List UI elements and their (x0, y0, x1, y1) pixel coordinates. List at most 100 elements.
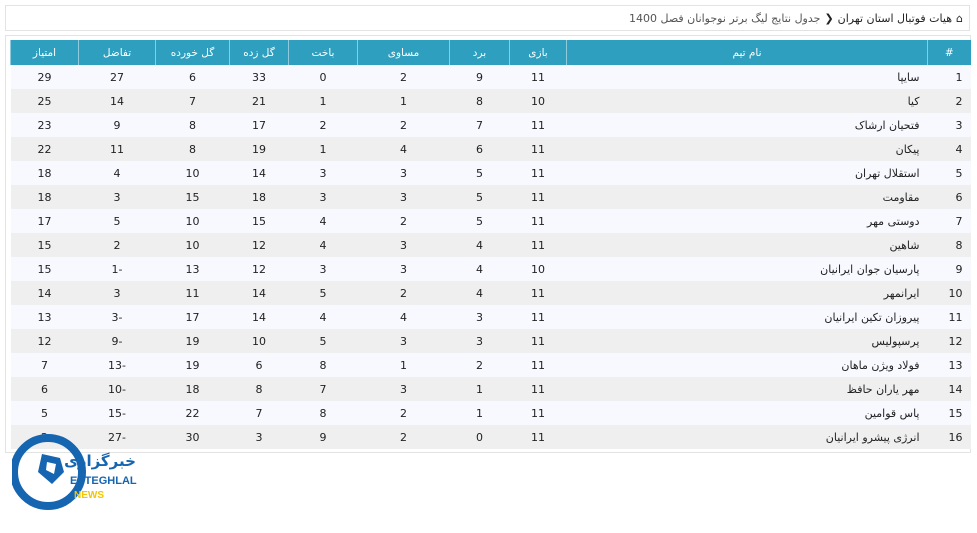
column-header[interactable]: گل زده (229, 40, 289, 65)
table-row: 10 ایرانمهر 11 4 2 5 14 11 3 14 (10, 281, 971, 305)
table-row: 1 سایپا 11 9 2 0 33 6 27 29 (10, 65, 971, 89)
team-name: فتحیان ارشاک (566, 113, 928, 137)
column-header[interactable]: نام تیم (566, 40, 928, 65)
table-cell: 12 (229, 257, 289, 281)
table-cell: 6 (927, 185, 971, 209)
table-cell: 3 (78, 281, 156, 305)
table-cell: 11 (509, 113, 567, 137)
table-cell: 5 (10, 401, 79, 425)
table-cell: 22 (155, 401, 230, 425)
table-row: 14 مهر یاران حافظ 11 1 3 7 8 18 -10 6 (10, 377, 971, 401)
table-cell: 14 (10, 281, 79, 305)
table-cell: 13 (155, 257, 230, 281)
column-header[interactable]: # (927, 40, 971, 65)
table-cell: 12 (10, 329, 79, 353)
table-cell: 4 (357, 137, 450, 161)
column-header[interactable]: تفاضل (78, 40, 156, 65)
table-cell: 3 (927, 113, 971, 137)
team-name: مقاومت (566, 185, 928, 209)
team-name: انرژی پیشرو ایرانیان (566, 425, 928, 449)
table-cell: 7 (155, 89, 230, 113)
table-cell: 6 (449, 137, 510, 161)
table-cell: 3 (449, 305, 510, 329)
table-cell: 8 (288, 401, 358, 425)
column-header[interactable]: امتیاز (10, 40, 79, 65)
table-cell: 1 (927, 65, 971, 89)
table-cell: 3 (357, 257, 450, 281)
table-cell: -3 (78, 305, 156, 329)
logo-text-fa: خبرگزاری (64, 452, 136, 470)
column-header[interactable]: باخت (288, 40, 358, 65)
table-cell: 7 (927, 209, 971, 233)
table-cell: 6 (155, 65, 230, 89)
table-cell: 1 (357, 353, 450, 377)
table-cell: 9 (927, 257, 971, 281)
column-header[interactable]: گل خورده (155, 40, 230, 65)
standings-table: # نام تیم بازی برد مساوی باخت گل زده گل خورده تف… (10, 40, 971, 449)
table-cell: 11 (509, 425, 567, 449)
table-cell: 19 (155, 329, 230, 353)
table-cell: 9 (449, 65, 510, 89)
table-cell: 2 (288, 113, 358, 137)
table-cell: 14 (78, 89, 156, 113)
column-header[interactable]: بازی (509, 40, 567, 65)
breadcrumb-home[interactable]: هیات فوتبال استان تهران (837, 11, 953, 25)
team-name: پیروزان تکین ایرانیان (566, 305, 928, 329)
table-cell: 3 (357, 233, 450, 257)
table-cell: 5 (449, 161, 510, 185)
table-cell: 1 (288, 137, 358, 161)
table-cell: 21 (229, 89, 289, 113)
table-cell: 11 (509, 233, 567, 257)
table-cell: 2 (927, 89, 971, 113)
table-cell: 3 (357, 161, 450, 185)
team-name: کیا (566, 89, 928, 113)
table-cell: 3 (357, 329, 450, 353)
column-header[interactable]: مساوی (357, 40, 450, 65)
table-cell: 22 (10, 137, 79, 161)
table-cell: 11 (509, 353, 567, 377)
team-name: فولاد ویژن ماهان (566, 353, 928, 377)
table-cell: 5 (449, 209, 510, 233)
table-cell: 15 (10, 257, 79, 281)
table-cell: 16 (927, 425, 971, 449)
table-cell: 3 (78, 185, 156, 209)
table-cell: 3 (288, 185, 358, 209)
table-cell: 2 (357, 425, 450, 449)
esteghlal-news-logo: خبرگزاری ESTEGHLAL NEWS (12, 434, 137, 510)
table-cell: 1 (449, 377, 510, 401)
table-row: 2 کیا 10 8 1 1 21 7 14 25 (10, 89, 971, 113)
table-cell: 13 (927, 353, 971, 377)
table-cell: 8 (288, 353, 358, 377)
table-cell: -15 (78, 401, 156, 425)
table-cell: 11 (509, 209, 567, 233)
table-cell: 5 (288, 281, 358, 305)
table-cell: 2 (78, 233, 156, 257)
table-row: 8 شاهین 11 4 3 4 12 10 2 15 (10, 233, 971, 257)
table-cell: 9 (78, 113, 156, 137)
table-cell: 3 (288, 161, 358, 185)
table-cell: -27 (78, 425, 156, 449)
table-row: 9 پارسیان جوان ایرانیان 10 4 3 3 12 13 -1 15 (10, 257, 971, 281)
table-cell: 4 (78, 161, 156, 185)
table-cell: 4 (288, 209, 358, 233)
table-row: 3 فتحیان ارشاک 11 7 2 2 17 8 9 23 (10, 113, 971, 137)
table-cell: 10 (229, 329, 289, 353)
table-cell: 4 (288, 233, 358, 257)
column-header[interactable]: برد (449, 40, 510, 65)
table-row: 16 انرژی پیشرو ایرانیان 11 0 2 9 3 30 -27 2 (10, 425, 971, 449)
table-cell: 15 (229, 209, 289, 233)
table-cell: 3 (229, 425, 289, 449)
table-cell: 14 (229, 305, 289, 329)
table-cell: 5 (449, 185, 510, 209)
table-cell: 11 (927, 305, 971, 329)
team-name: پاس قوامین (566, 401, 928, 425)
logo-text-line2: NEWS (74, 490, 104, 501)
home-icon[interactable]: ⌂ (956, 11, 963, 25)
table-cell: 15 (155, 185, 230, 209)
table-cell: 10 (155, 233, 230, 257)
table-cell: 1 (357, 89, 450, 113)
table-cell: 7 (10, 353, 79, 377)
table-cell: 11 (155, 281, 230, 305)
table-cell: 14 (229, 281, 289, 305)
table-row: 4 پیکان 11 6 4 1 19 8 11 22 (10, 137, 971, 161)
